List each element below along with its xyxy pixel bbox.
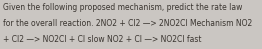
Text: + Cl2 —> NO2Cl + Cl slow NO2 + Cl —> NO2Cl fast: + Cl2 —> NO2Cl + Cl slow NO2 + Cl —> NO2…: [3, 35, 202, 44]
Text: Given the following proposed mechanism, predict the rate law: Given the following proposed mechanism, …: [3, 3, 243, 12]
Text: for the overall reaction. 2NO2 + Cl2 —> 2NO2Cl Mechanism NO2: for the overall reaction. 2NO2 + Cl2 —> …: [3, 19, 252, 28]
